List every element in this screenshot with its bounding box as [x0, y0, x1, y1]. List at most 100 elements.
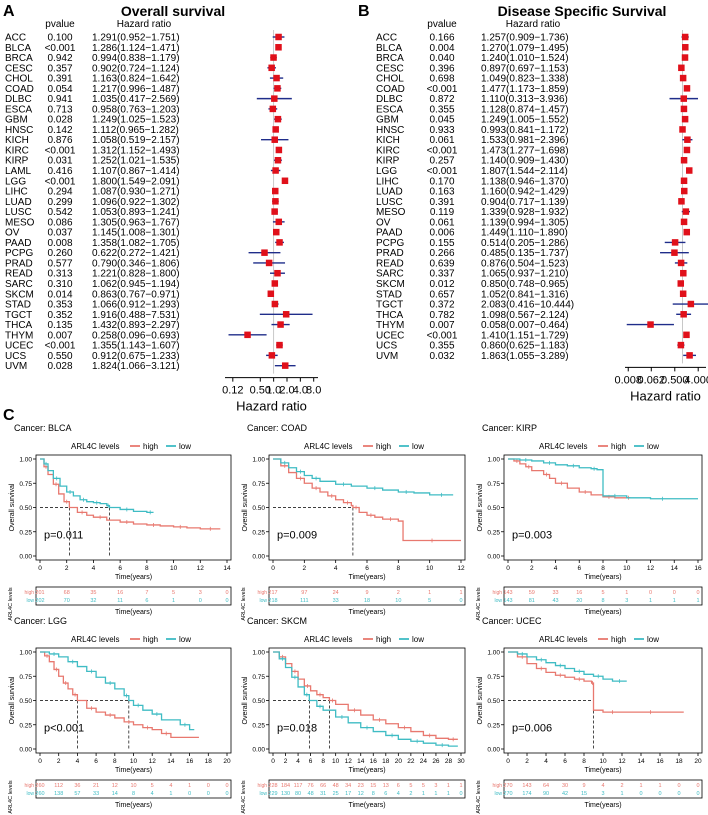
- risk-table-label: ARL4C levels: [476, 780, 482, 814]
- risk-count-low: 12: [358, 791, 364, 797]
- risk-count-high: 1: [188, 783, 191, 789]
- risk-count-low: 3: [601, 791, 604, 797]
- risk-count-high: 59: [529, 590, 535, 596]
- hr-ci-value: 0.258(0.096−0.693): [92, 330, 180, 341]
- x-tick-label: 16: [656, 758, 664, 765]
- y-tick-label: 1.00: [19, 650, 32, 657]
- panel-a-title: Overall survival: [121, 3, 225, 19]
- forest-plot-dss: pvalue Hazard ratio ACC 0.166 1.257(0.909−1.…: [376, 19, 708, 403]
- risk-count-high: 260: [35, 783, 44, 789]
- cancer-label: READ: [5, 269, 33, 280]
- x-tick-label: 8: [113, 758, 117, 765]
- x-tick-label: 6: [577, 565, 581, 572]
- hr-ci-value: 1.533(0.981−2.396): [481, 135, 569, 146]
- x-tick-label: 0: [506, 565, 510, 572]
- risk-count-low: 270: [503, 791, 512, 797]
- pvalue-value: 0.037: [47, 228, 72, 239]
- y-tick-label: 0.25: [487, 722, 500, 729]
- cancer-label: SKCM: [376, 279, 405, 290]
- hr-ci-value: 1.432(0.893−2.297): [92, 320, 180, 331]
- pvalue-value: 0.170: [429, 176, 454, 187]
- x-tick-label: 16: [370, 758, 378, 765]
- x-tick-label: 8: [321, 758, 325, 765]
- risk-count-high: 35: [90, 590, 96, 596]
- hr-marker: [272, 126, 279, 133]
- risk-count-high: 184: [281, 783, 290, 789]
- y-tick-label: 0.00: [19, 554, 32, 561]
- pvalue-value: 0.713: [47, 104, 72, 115]
- hr-ci-value: 1.807(1.544−2.114): [481, 166, 568, 177]
- cancer-label: CHOL: [5, 74, 33, 85]
- risk-count-high: 64: [543, 783, 549, 789]
- risk-count-high: 21: [93, 783, 99, 789]
- cancer-label: THCA: [5, 320, 33, 331]
- risk-count-low: 48: [308, 791, 314, 797]
- hr-marker: [671, 239, 679, 246]
- km-title: Cancer: KIRP: [482, 423, 537, 433]
- hr-ci-value: 1.221(0.828−1.800): [92, 269, 180, 280]
- hr-marker: [276, 341, 283, 349]
- risk-count-low: 0: [188, 791, 191, 797]
- hr-marker: [686, 167, 693, 174]
- hr-ci-value: 1.035(0.417−2.569): [92, 94, 180, 105]
- hr-ci-value: 1.863(1.055−3.289): [481, 351, 569, 362]
- risk-row-label-high: high: [493, 783, 503, 789]
- risk-count-high: 0: [225, 590, 228, 596]
- cancer-label: KICH: [376, 135, 400, 146]
- risk-count-low: 33: [93, 791, 99, 797]
- risk-count-high: 6: [397, 783, 400, 789]
- risk-count-high: 16: [576, 590, 582, 596]
- hr-marker: [273, 228, 280, 236]
- plot-frame: [35, 454, 232, 561]
- risk-count-high: 97: [301, 590, 307, 596]
- risk-count-low: 80: [295, 791, 301, 797]
- risk-count-low: 0: [199, 598, 202, 604]
- risk-table-frame: [268, 586, 466, 606]
- x-tick-label: 10: [599, 758, 607, 765]
- risk-table-frame: [35, 586, 232, 606]
- risk-count-high: 112: [54, 783, 63, 789]
- x-tick-label: 6: [563, 758, 567, 765]
- cancer-label: KIRP: [376, 156, 400, 167]
- hr-marker: [274, 85, 281, 92]
- risk-count-high: 0: [673, 590, 676, 596]
- x-tick-label: 10: [130, 758, 138, 765]
- cancer-label: OV: [5, 228, 20, 239]
- hr-marker: [271, 208, 278, 215]
- pvalue-value: 0.086: [47, 217, 72, 228]
- y-tick-label: 0.00: [252, 747, 265, 754]
- risk-count-high: 3: [199, 590, 202, 596]
- risk-row-label-low: low: [259, 598, 267, 604]
- cancer-label: UVM: [5, 361, 27, 372]
- cancer-label: UCEC: [376, 330, 404, 341]
- risk-count-high: 201: [35, 590, 44, 596]
- p-value: p=0.003: [512, 530, 552, 542]
- legend-label-high: high: [376, 635, 391, 644]
- x-tick-label: 12: [149, 758, 157, 765]
- pvalue-value: 0.028: [47, 115, 72, 126]
- pvalue-value: 0.337: [429, 269, 454, 280]
- hr-ci-value: 1.058(0.519−2.157): [92, 135, 180, 146]
- cancer-label: TGCT: [376, 300, 403, 311]
- hr-marker: [273, 74, 280, 82]
- hr-marker: [271, 300, 279, 308]
- pvalue-value: 0.135: [47, 320, 72, 331]
- risk-count-low: 20: [576, 598, 582, 604]
- hr-marker: [271, 95, 278, 102]
- pvalue-value: 0.933: [429, 125, 454, 136]
- cancer-label: BRCA: [376, 53, 404, 64]
- cancer-label: CESC: [376, 63, 404, 74]
- hr-ci-value: 1.312(1.152−1.493): [92, 145, 180, 156]
- hr-ci-value: 1.098(0.567−2.124): [481, 310, 569, 321]
- x-tick-label: 18: [205, 758, 213, 765]
- pvalue-value: 0.355: [429, 341, 454, 352]
- x-tick-label: 6: [309, 758, 313, 765]
- risk-count-high: 9: [365, 590, 368, 596]
- x-tick-label: 2: [303, 565, 307, 572]
- cancer-label: HNSC: [376, 125, 404, 136]
- x-tick-label: 8: [582, 758, 586, 765]
- hr-ci-value: 1.358(1.082−1.705): [92, 238, 180, 249]
- hr-ci-value: 1.473(1.277−1.698): [481, 145, 569, 156]
- risk-x-axis-title: Time(years): [348, 802, 385, 809]
- pvalue-value: 0.391: [429, 197, 454, 208]
